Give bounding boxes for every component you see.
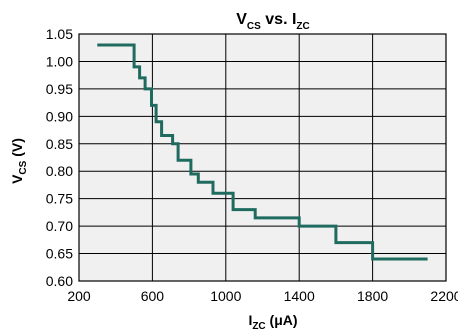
chart-title: VCS vs. IZC <box>236 11 310 32</box>
x-tick-label: 200 <box>67 288 91 304</box>
y-axis-label: VCS (V) <box>9 138 29 184</box>
series-line <box>97 43 428 261</box>
x-axis-label: IZC (μA) <box>248 312 297 330</box>
plot-area <box>79 34 446 281</box>
tick-labels: 200 600 1000 1400 1800 2200 0.60 0.65 0.70 0.75 0.… <box>46 26 458 304</box>
x-tick-label: 1000 <box>210 288 241 304</box>
x-tick-label: 1800 <box>357 288 388 304</box>
y-tick-label: 0.65 <box>46 246 73 262</box>
plot-border <box>78 33 447 282</box>
x-tick-label: 2200 <box>430 288 458 304</box>
y-tick-label: 0.85 <box>46 136 73 152</box>
y-tick-label: 1.05 <box>46 26 73 42</box>
y-tick-label: 0.95 <box>46 81 73 97</box>
y-tick-label: 1.00 <box>46 53 73 69</box>
y-tick-label: 0.60 <box>46 273 73 289</box>
y-tick-label: 0.80 <box>46 163 73 179</box>
y-tick-label: 0.90 <box>46 108 73 124</box>
x-tick-label: 1400 <box>284 288 315 304</box>
y-tick-label: 0.75 <box>46 191 73 207</box>
x-tick-label: 600 <box>141 288 165 304</box>
y-tick-label: 0.70 <box>46 218 73 234</box>
